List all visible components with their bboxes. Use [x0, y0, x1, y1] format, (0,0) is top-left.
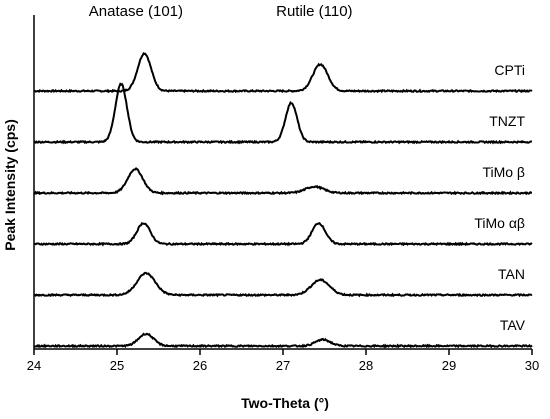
- peak-annotations: Anatase (101) Rutile (110): [89, 3, 353, 20]
- series-line: [33, 167, 533, 196]
- x-tick-label: 28: [359, 358, 373, 373]
- x-axis-title: Two-Theta (°): [241, 395, 329, 411]
- series-label: TiMo β: [482, 164, 525, 180]
- peak-annotation: Anatase (101): [89, 3, 183, 20]
- x-ticks: 24 25 26 27 28 29 30: [27, 349, 539, 373]
- x-tick-label: 24: [27, 358, 41, 373]
- peak-annotation: Rutile (110): [276, 3, 352, 20]
- series-label: TAV: [500, 317, 526, 333]
- x-tick-label: 30: [525, 358, 539, 373]
- series-line: [33, 271, 533, 298]
- series-labels: CPTi TNZT TiMo β TiMo αβ TAN TAV: [474, 62, 525, 333]
- series-line: [33, 82, 533, 145]
- x-tick-label: 26: [193, 358, 207, 373]
- x-tick-label: 27: [276, 358, 290, 373]
- series-line: [33, 332, 533, 349]
- series-line: [33, 222, 533, 247]
- x-tick-label: 29: [442, 358, 456, 373]
- series-label: TAN: [498, 266, 525, 282]
- series-line: [33, 51, 533, 94]
- x-tick-label: 25: [110, 358, 124, 373]
- y-axis-title: Peak Intensity (cps): [2, 119, 18, 251]
- series-label: TNZT: [489, 113, 525, 129]
- series-label: CPTi: [494, 62, 525, 78]
- series-label: TiMo αβ: [474, 215, 525, 231]
- series-curves: [33, 51, 533, 349]
- axes: [33, 15, 532, 350]
